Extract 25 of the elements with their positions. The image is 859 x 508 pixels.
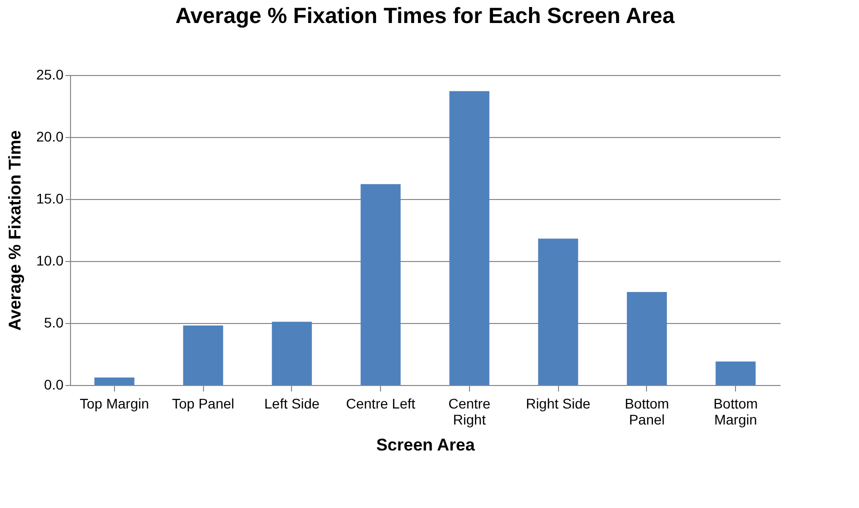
x-axis-title: Screen Area: [376, 436, 476, 454]
bar: [94, 378, 134, 385]
x-tick-label: Bottom Panel: [624, 396, 670, 428]
x-tick-label: Bottom Margin: [713, 396, 758, 428]
bar: [716, 361, 756, 385]
x-tick-label: Right Side: [526, 396, 591, 412]
chart-title: Average % Fixation Times for Each Screen Area: [175, 3, 676, 28]
y-tick-label: 10.0: [36, 252, 64, 268]
x-tick-label: Top Panel: [172, 396, 234, 412]
x-tick-label: Top Margin: [80, 396, 150, 412]
y-tick-label: 25.0: [36, 66, 64, 82]
bar: [360, 184, 401, 385]
bar: [538, 238, 578, 385]
bar: [272, 322, 312, 385]
x-tick-label: Left Side: [264, 396, 320, 412]
y-tick-label: 15.0: [36, 190, 64, 206]
bar: [626, 292, 667, 385]
y-tick-label: 5.0: [44, 314, 64, 330]
y-tick-label: 20.0: [36, 128, 64, 144]
x-tick-label: Centre Left: [346, 396, 416, 412]
x-tick-label: Centre Right: [448, 396, 491, 428]
y-tick-label: 0.0: [44, 376, 64, 392]
bar: [183, 325, 224, 385]
y-axis-title: Average % Fixation Time: [5, 130, 24, 331]
bar: [449, 91, 490, 385]
